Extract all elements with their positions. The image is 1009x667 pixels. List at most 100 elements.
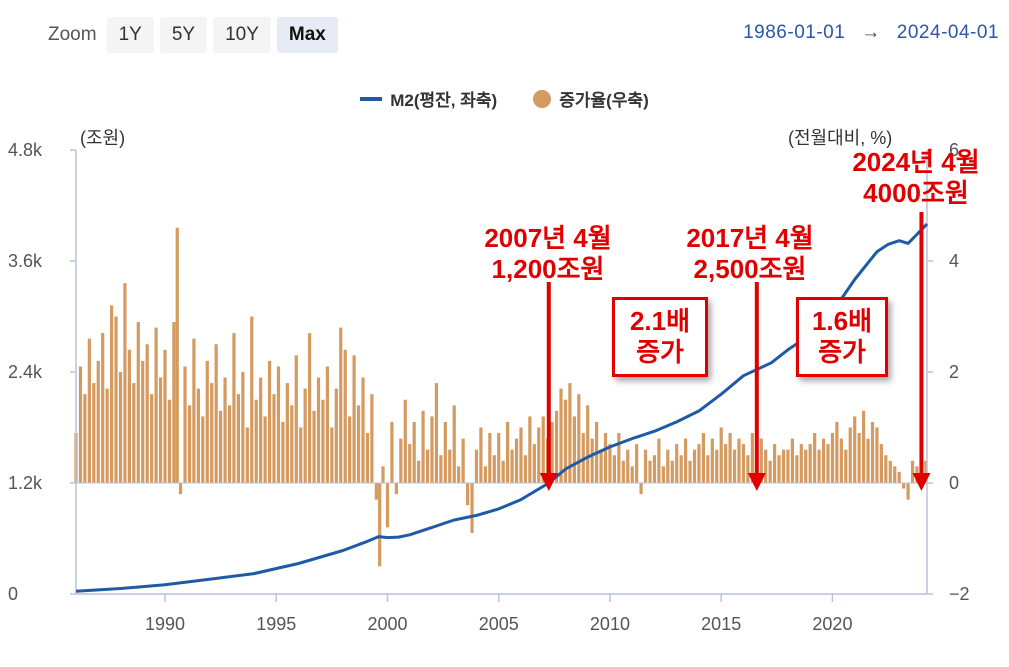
growth-bar	[452, 405, 456, 483]
growth-bar	[299, 427, 303, 483]
growth-bar	[808, 444, 812, 483]
growth-bar	[559, 388, 563, 483]
growth-bar	[163, 349, 167, 483]
growth-bar	[528, 416, 532, 483]
growth-bar	[692, 449, 697, 483]
left-tick-label: 1.2k	[8, 473, 43, 493]
growth-bar	[214, 344, 218, 483]
chart-axes: 0 1.2k 2.4k 3.6k 4.8k −2 0 2 4 6 1990 1995 2000 2005 2…	[8, 140, 970, 634]
growth-bar	[434, 383, 439, 483]
growth-bar	[385, 483, 390, 528]
growth-box-2-1x: 2.1배 증가	[612, 297, 708, 377]
growth-bar	[675, 444, 679, 483]
zoom-max-button[interactable]: Max	[276, 17, 338, 53]
growth-bar	[201, 416, 205, 483]
x-tick-label: 2015	[701, 614, 741, 634]
growth-bar	[365, 433, 370, 483]
growth-bar	[470, 483, 474, 533]
growth-bar	[127, 349, 131, 483]
zoom-5y-button[interactable]: 5Y	[159, 17, 208, 53]
x-tick-label: 1990	[145, 614, 185, 634]
right-tick-label: 6	[949, 140, 959, 160]
growth-bar	[612, 455, 617, 483]
growth-bar	[661, 466, 665, 483]
range-start[interactable]: 1986-01-01	[743, 22, 846, 43]
x-tick-label: 2010	[590, 614, 630, 634]
growth-bar	[497, 433, 501, 483]
growth-bar	[768, 460, 772, 483]
legend-item-m2[interactable]: M2(평잔, 좌축)	[360, 86, 497, 111]
growth-bar	[408, 444, 412, 483]
growth-bar	[563, 399, 568, 483]
growth-bar	[657, 438, 661, 483]
growth-bar	[724, 444, 728, 483]
growth-bar	[635, 444, 639, 483]
growth-bar	[183, 366, 187, 483]
growth-bar	[219, 410, 223, 483]
growth-bar	[799, 444, 803, 483]
zoom-1y-button[interactable]: 1Y	[106, 17, 154, 53]
range-end[interactable]: 2024-04-01	[896, 22, 999, 43]
growth-bar	[861, 410, 866, 483]
chart-legend: M2(평잔, 좌축) 증가율(우축)	[0, 86, 1009, 111]
growth-bar	[339, 327, 343, 483]
left-axis-unit: (조원)	[80, 128, 126, 148]
growth-bar	[474, 449, 479, 483]
growth-bar	[92, 383, 96, 483]
growth-bar	[821, 438, 826, 483]
growth-bar	[910, 460, 915, 483]
growth-bar	[603, 433, 608, 483]
growth-bar	[906, 483, 910, 500]
annotation-2007: 2007년 4월 1,200조원	[468, 223, 628, 285]
growth-bar	[568, 383, 572, 483]
growth-bar	[857, 433, 861, 483]
x-tick-label: 1995	[256, 614, 296, 634]
growth-bar	[902, 483, 906, 489]
growth-bar	[483, 466, 487, 483]
growth-bar	[741, 444, 746, 483]
zoom-10y-button[interactable]: 10Y	[213, 17, 271, 53]
growth-bar	[448, 449, 452, 483]
growth-bar	[879, 444, 883, 483]
growth-bar	[550, 421, 554, 483]
growth-bar	[96, 360, 100, 483]
growth-bar	[154, 327, 158, 483]
growth-bar	[196, 388, 200, 483]
growth-bar	[399, 438, 403, 483]
growth-bar	[348, 416, 352, 483]
growth-bar	[750, 433, 754, 483]
growth-bar	[795, 455, 799, 483]
growth-bar	[158, 377, 163, 483]
growth-bar	[443, 421, 447, 483]
growth-bar	[101, 333, 105, 483]
growth-bar	[312, 410, 316, 483]
growth-bar	[697, 444, 701, 483]
growth-bar	[356, 405, 361, 483]
growth-bar	[267, 360, 272, 483]
annotation-2007-value: 1,200조원	[491, 254, 605, 284]
arrow-2007-head	[539, 473, 558, 491]
growth-bar	[457, 466, 461, 483]
growth-bar	[263, 416, 267, 483]
growth-bar	[599, 449, 603, 483]
legend-m2-label: M2(평잔, 좌축)	[390, 91, 498, 110]
growth-bar	[688, 460, 692, 483]
growth-bar	[728, 433, 732, 483]
growth-bar	[764, 449, 768, 483]
growth-bar	[167, 399, 172, 483]
range-arrow-icon: →	[861, 22, 881, 43]
growth-bar	[608, 444, 612, 483]
legend-item-growth[interactable]: 증가율(우축)	[533, 86, 649, 111]
growth-bar	[848, 427, 852, 483]
growth-bars	[74, 227, 928, 567]
growth-bar	[394, 483, 398, 495]
x-tick-label: 2020	[812, 614, 852, 634]
growth-bar	[114, 316, 118, 483]
growth-bar	[897, 471, 901, 483]
growth-bar	[519, 427, 523, 483]
growth-bar	[285, 383, 289, 483]
growth-bar	[870, 421, 875, 483]
growth-bar	[839, 438, 843, 483]
growth-bar	[572, 416, 576, 483]
growth-bar	[590, 438, 594, 483]
